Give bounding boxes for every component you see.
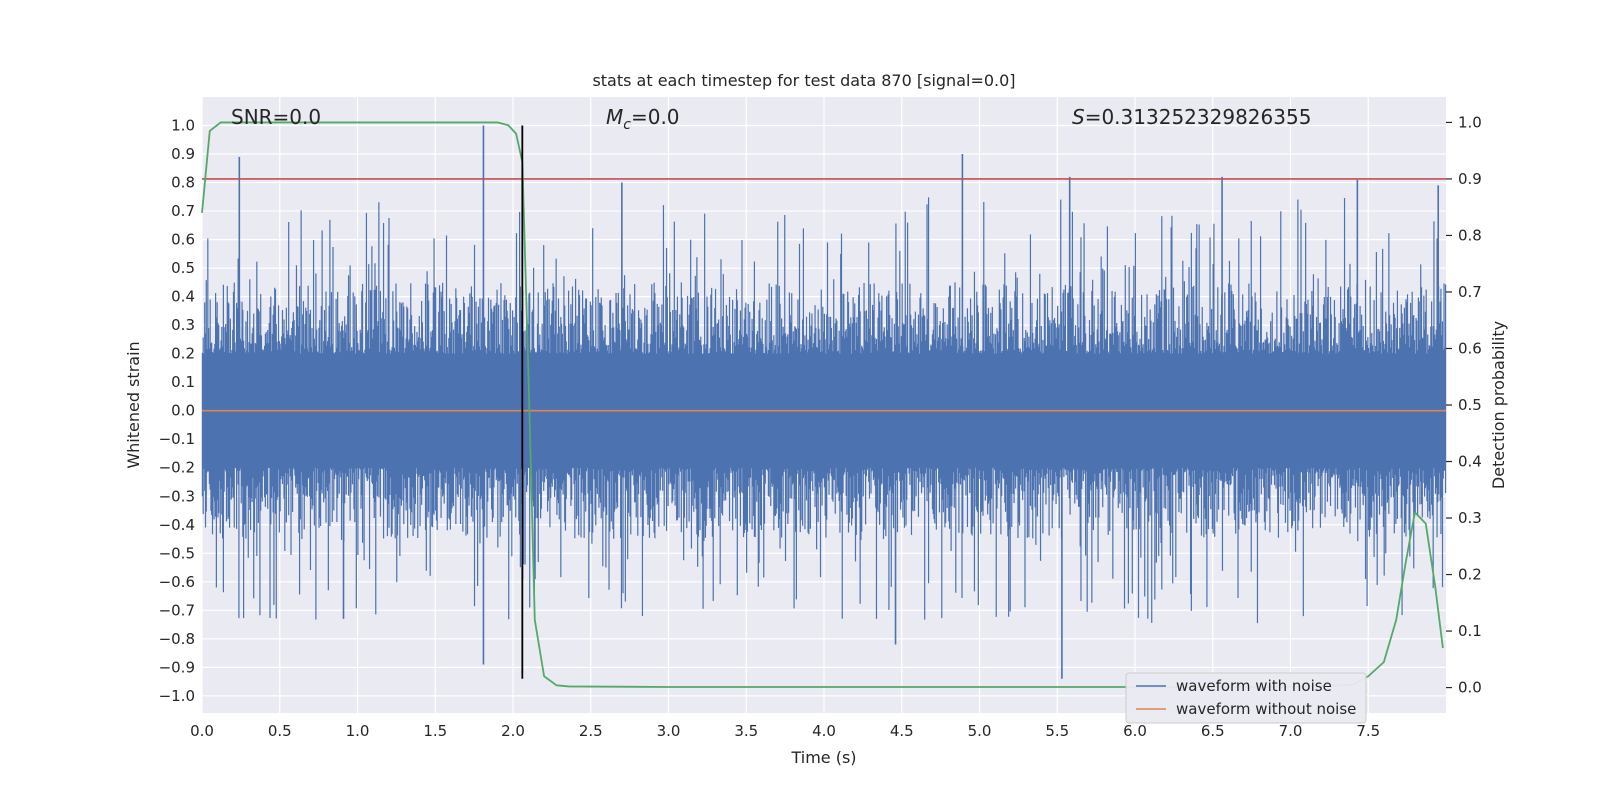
y-right-tick-label-2: 0.8	[1458, 226, 1482, 244]
x-tick-label-5: 2.5	[579, 722, 603, 740]
chart-title: stats at each timestep for test data 870…	[592, 71, 1015, 90]
probability-line	[201, 121, 1444, 688]
x-tick-label-7: 3.5	[734, 722, 758, 740]
score-symbol: S	[1072, 105, 1085, 129]
legend-label-waveform-without-noise: waveform without noise	[1176, 700, 1356, 718]
x-tick-label-0: 0.0	[190, 722, 214, 740]
chirp-mass-subscript: c	[623, 117, 631, 133]
y-left-tick-label-15: −0.5	[159, 544, 195, 562]
x-tick-labels: 0.0 0.5 1.0 1.5 2.0 2.5 3.0 3.5 4.0 4.5 5.0 5.5 6.0 6…	[190, 722, 1380, 740]
y-left-tick-label-1: 0.9	[171, 145, 195, 163]
legend-box	[1125, 672, 1367, 724]
x-tick-label-12: 6.0	[1123, 722, 1147, 740]
x-axis-label: Time (s)	[790, 748, 856, 767]
x-tick-label-4: 2.0	[501, 722, 525, 740]
x-tick-label-11: 5.5	[1045, 722, 1069, 740]
y-left-tick-label-14: −0.4	[159, 516, 195, 534]
score-value: =0.313252329826355	[1085, 105, 1312, 129]
y-left-tick-label-20: −1.0	[159, 687, 195, 705]
y-left-tick-label-6: 0.4	[171, 288, 195, 306]
x-tick-label-13: 6.5	[1201, 722, 1225, 740]
legend: waveform with noise waveform without noi…	[1125, 672, 1367, 724]
y-right-tick-label-0: 1.0	[1458, 113, 1482, 131]
x-tick-label-2: 1.0	[346, 722, 370, 740]
y-right-tick-label-10: 0.0	[1458, 679, 1482, 697]
legend-label-waveform-with-noise: waveform with noise	[1176, 677, 1332, 695]
y-right-tick-label-3: 0.7	[1458, 283, 1482, 301]
y-left-axis-label: Whitened strain	[124, 341, 143, 468]
chirp-mass-annotation: Mc=0.0	[606, 105, 680, 133]
y-left-tick-label-8: 0.2	[171, 345, 195, 363]
x-tick-label-14: 7.0	[1279, 722, 1303, 740]
chirp-mass-value: =0.0	[631, 105, 680, 129]
y-left-tick-labels: 1.0 0.9 0.8 0.7 0.6 0.5 0.4 0.3 0.2 0.1 0.0 −0.1 −0.…	[159, 117, 195, 705]
score-annotation: S=0.313252329826355	[1072, 105, 1311, 129]
y-left-tick-label-5: 0.5	[171, 259, 195, 277]
y-left-tick-label-12: −0.2	[159, 459, 195, 477]
y-left-tick-label-7: 0.3	[171, 316, 195, 334]
y-right-tick-label-9: 0.1	[1458, 622, 1482, 640]
y-left-tick-label-9: 0.1	[171, 373, 195, 391]
x-tick-label-3: 1.5	[423, 722, 447, 740]
x-tick-label-10: 5.0	[968, 722, 992, 740]
x-tick-label-15: 7.5	[1356, 722, 1380, 740]
x-tick-label-1: 0.5	[268, 722, 292, 740]
y-left-tick-label-3: 0.7	[171, 202, 195, 220]
y-left-tick-label-17: −0.7	[159, 601, 195, 619]
chirp-mass-symbol: M	[606, 105, 623, 129]
y-left-tick-label-18: −0.8	[159, 630, 195, 648]
y-left-tick-label-0: 1.0	[171, 117, 195, 135]
series-detection-probability	[201, 121, 1444, 688]
x-tick-label-6: 3.0	[657, 722, 681, 740]
y-left-tick-label-16: −0.6	[159, 573, 195, 591]
y-right-tick-label-5: 0.5	[1458, 396, 1482, 414]
y-right-tick-label-1: 0.9	[1458, 170, 1482, 188]
y-left-tick-label-11: −0.1	[159, 430, 195, 448]
y-right-tick-label-7: 0.3	[1458, 509, 1482, 527]
snr-annotation: SNR=0.0	[231, 105, 321, 129]
y-left-tick-label-13: −0.3	[159, 487, 195, 505]
y-right-tick-labels: 1.0 0.9 0.8 0.7 0.6 0.5 0.4 0.3 0.2 0.1 0.0	[1446, 113, 1482, 697]
y-right-axis-label: Detection probability	[1489, 321, 1508, 489]
y-left-tick-label-10: 0.0	[171, 402, 195, 420]
y-left-tick-label-2: 0.8	[171, 174, 195, 192]
y-left-tick-label-19: −0.9	[159, 658, 195, 676]
y-right-tick-label-6: 0.4	[1458, 453, 1482, 471]
y-right-tick-label-8: 0.2	[1458, 566, 1482, 584]
y-right-tick-label-4: 0.6	[1458, 339, 1482, 357]
y-left-tick-label-4: 0.6	[171, 231, 195, 249]
x-tick-label-9: 4.5	[890, 722, 914, 740]
x-tick-label-8: 4.0	[812, 722, 836, 740]
